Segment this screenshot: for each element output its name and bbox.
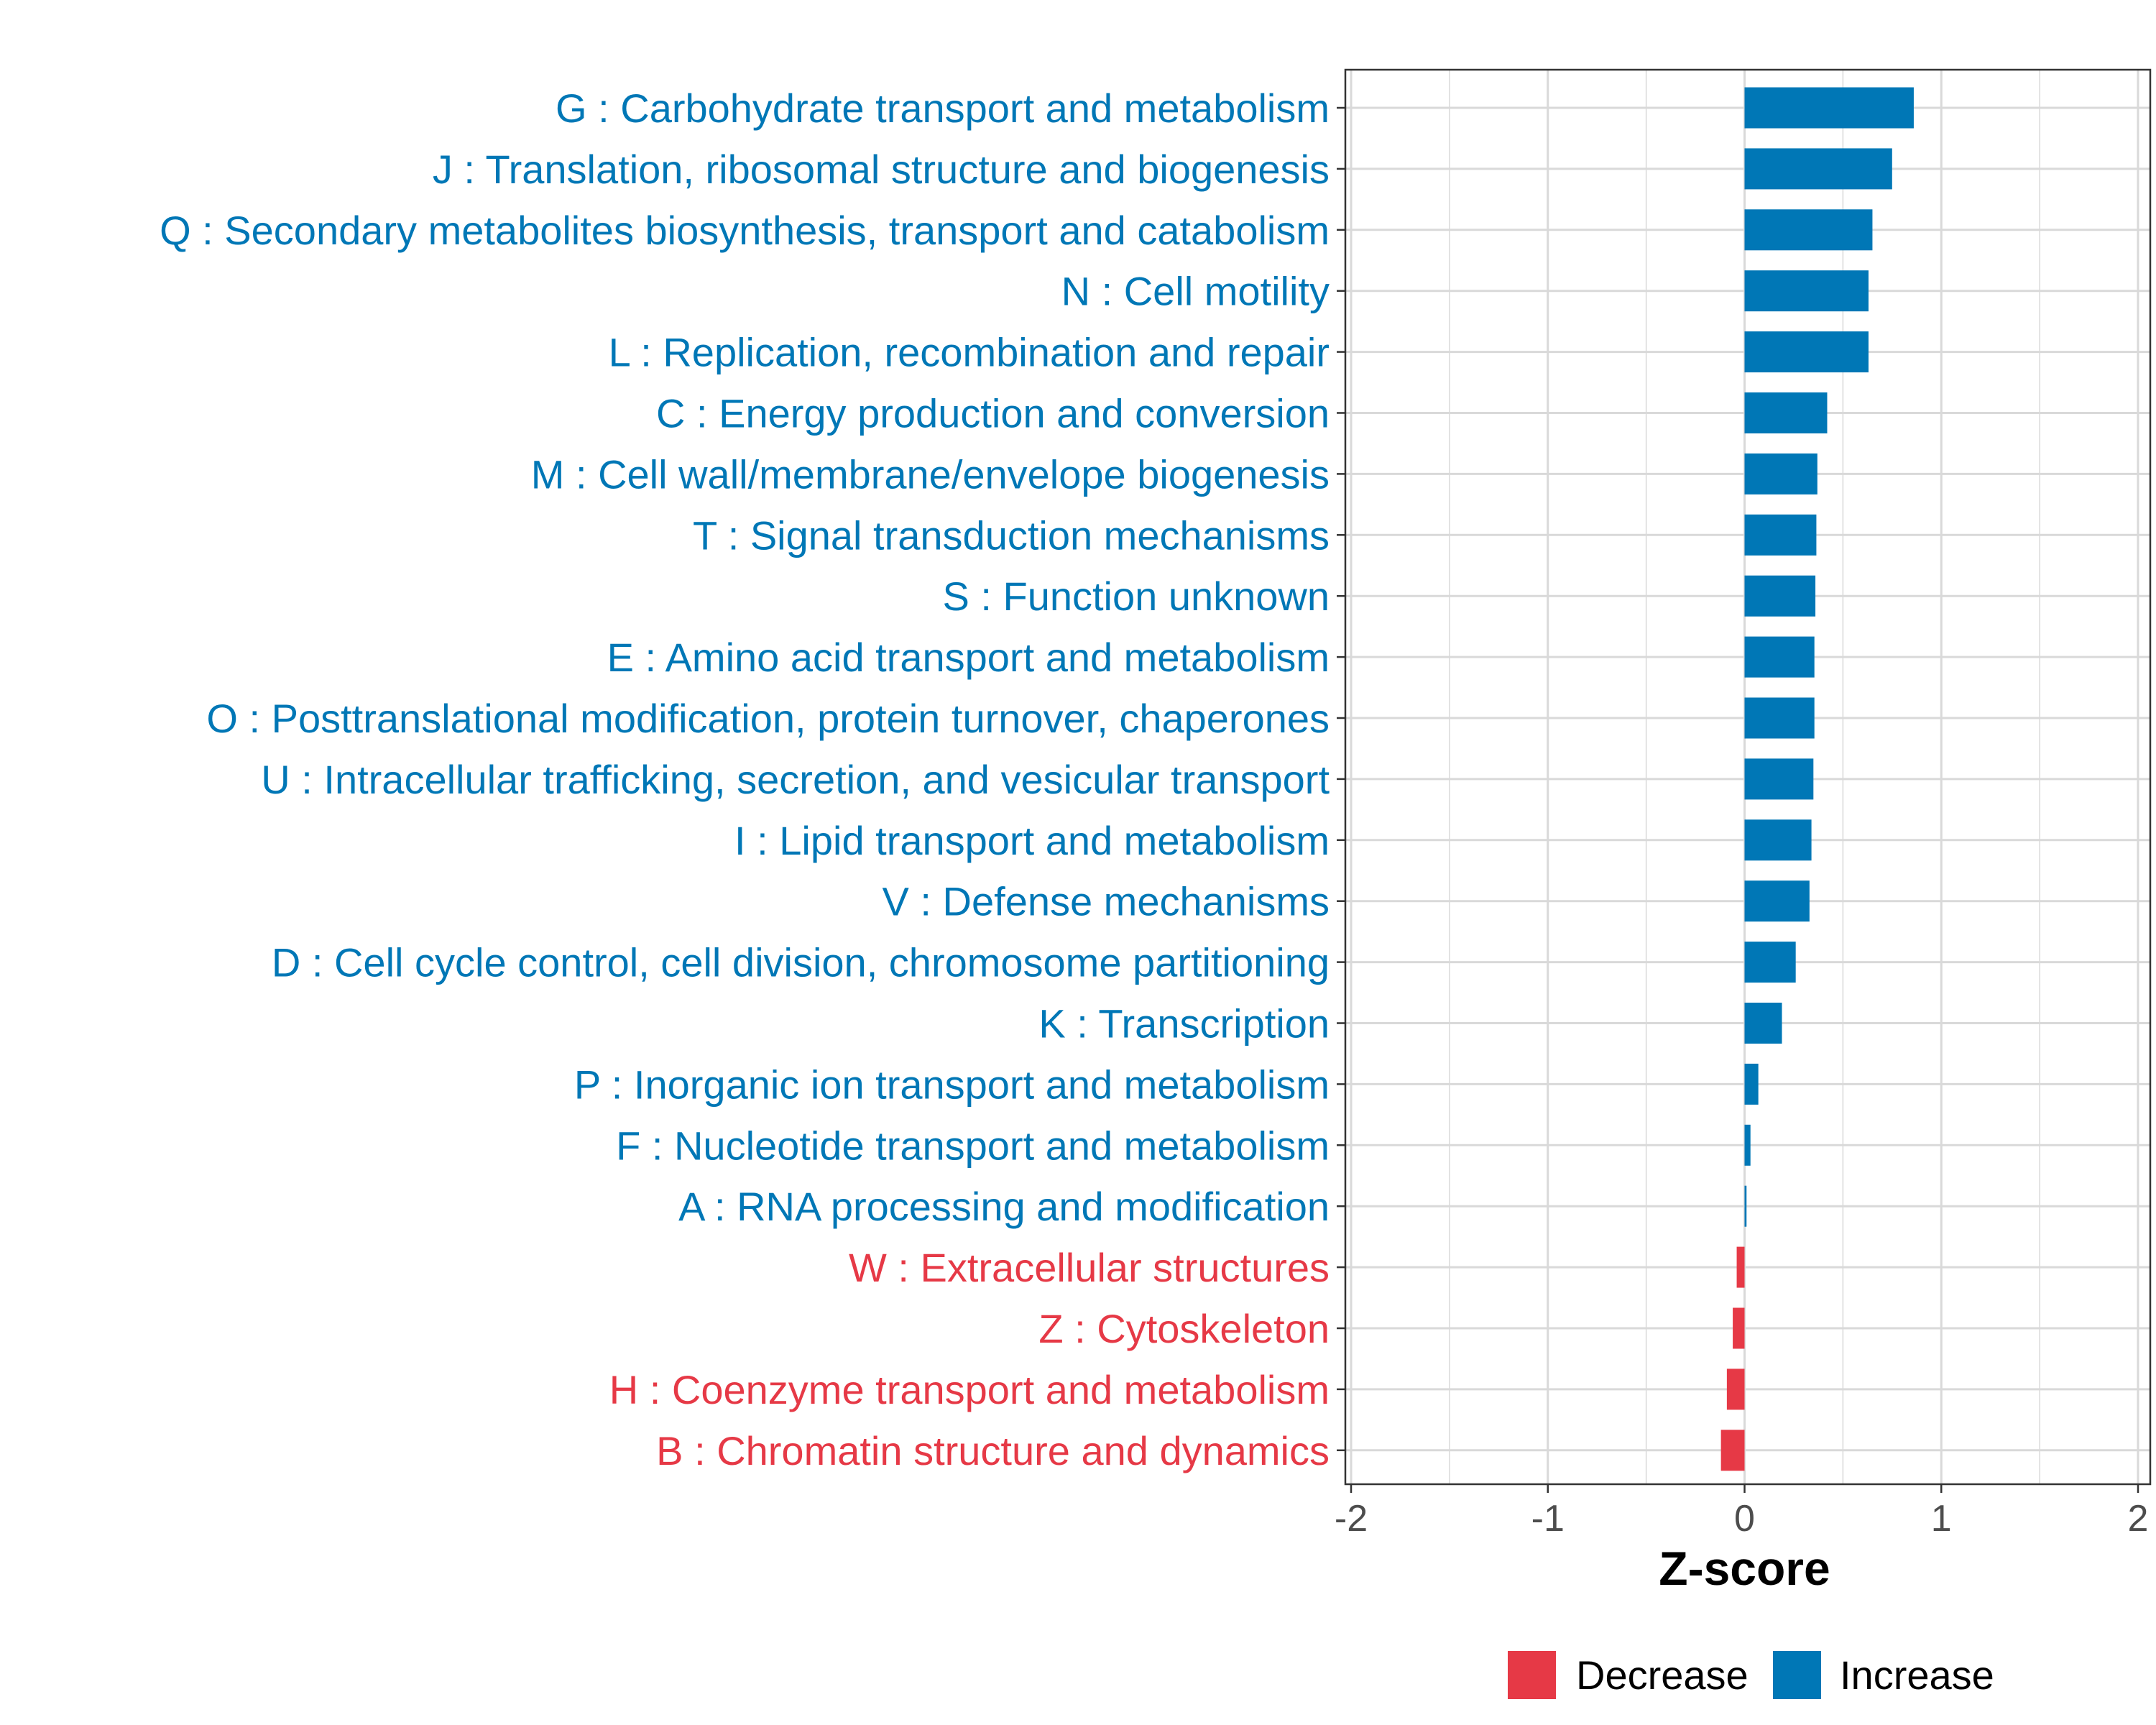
legend-label-increase: Increase <box>1840 1652 1994 1698</box>
category-label: A : RNA processing and modification <box>678 1184 1330 1229</box>
bar-j <box>1744 148 1892 190</box>
category-label: T : Signal transduction mechanisms <box>693 512 1330 558</box>
bar-t <box>1744 514 1817 556</box>
bar-b <box>1720 1430 1745 1471</box>
category-label: G : Carbohydrate transport and metabolis… <box>556 86 1330 131</box>
x-axis-title: Z-score <box>1659 1542 1830 1595</box>
bar-f <box>1744 1124 1751 1166</box>
legend-swatch-decrease <box>1508 1651 1556 1699</box>
x-axis-ticks: -2 -1 0 1 2 <box>1335 1484 2149 1540</box>
bar-h <box>1726 1368 1745 1410</box>
legend: Decrease Increase <box>1508 1651 1994 1699</box>
bar-i <box>1744 819 1812 861</box>
category-label: N : Cell motility <box>1061 269 1330 314</box>
bar-q <box>1744 209 1873 251</box>
bar-d <box>1744 942 1796 983</box>
bar-s <box>1744 575 1816 617</box>
category-label: U : Intracellular trafficking, secretion… <box>261 757 1330 802</box>
category-label: P : Inorganic ion transport and metaboli… <box>574 1062 1330 1107</box>
category-label: Z : Cytoskeleton <box>1038 1306 1330 1351</box>
category-label: D : Cell cycle control, cell division, c… <box>272 940 1330 985</box>
x-tick-label: 1 <box>1931 1498 1952 1540</box>
bar-w <box>1736 1246 1745 1288</box>
category-label: F : Nucleotide transport and metabolism <box>616 1123 1330 1168</box>
category-label: L : Replication, recombination and repai… <box>609 330 1330 375</box>
bar-a <box>1744 1185 1747 1227</box>
x-tick-label: 0 <box>1734 1498 1755 1540</box>
x-tick-label: -1 <box>1531 1498 1565 1540</box>
category-label: B : Chromatin structure and dynamics <box>656 1428 1330 1473</box>
bar-e <box>1744 636 1815 678</box>
bar-o <box>1744 697 1815 739</box>
bar-v <box>1744 880 1810 922</box>
bar-c <box>1744 392 1828 433</box>
bar-l <box>1744 331 1869 373</box>
bar-z <box>1733 1307 1745 1349</box>
bars <box>1720 87 1914 1471</box>
category-label: I : Lipid transport and metabolism <box>734 818 1330 863</box>
category-label: V : Defense mechanisms <box>883 879 1330 924</box>
bar-n <box>1744 270 1869 312</box>
category-label: K : Transcription <box>1038 1001 1330 1046</box>
category-label: J : Translation, ribosomal structure and… <box>433 147 1330 192</box>
bar-k <box>1744 1003 1782 1044</box>
legend-swatch-increase <box>1773 1651 1821 1699</box>
x-tick-label: 2 <box>2128 1498 2149 1540</box>
x-tick-label: -2 <box>1335 1498 1368 1540</box>
category-label: W : Extracellular structures <box>849 1245 1330 1290</box>
bar-g <box>1744 87 1914 129</box>
category-label: O : Posttranslational modification, prot… <box>206 696 1330 741</box>
bar-u <box>1744 758 1814 800</box>
category-label: C : Energy production and conversion <box>656 391 1330 436</box>
category-label: E : Amino acid transport and metabolism <box>607 635 1330 680</box>
bar-m <box>1744 453 1818 494</box>
legend-label-decrease: Decrease <box>1576 1652 1749 1698</box>
category-label: H : Coenzyme transport and metabolism <box>609 1367 1330 1412</box>
bar-p <box>1744 1063 1759 1105</box>
category-label: M : Cell wall/membrane/envelope biogenes… <box>531 451 1330 497</box>
panel-border <box>1344 68 2152 1486</box>
y-axis-ticks <box>1337 106 1345 1452</box>
category-labels: G : Carbohydrate transport and metabolis… <box>160 86 1330 1473</box>
category-label: S : Function unknown <box>942 574 1330 619</box>
category-label: Q : Secondary metabolites biosynthesis, … <box>160 208 1330 253</box>
